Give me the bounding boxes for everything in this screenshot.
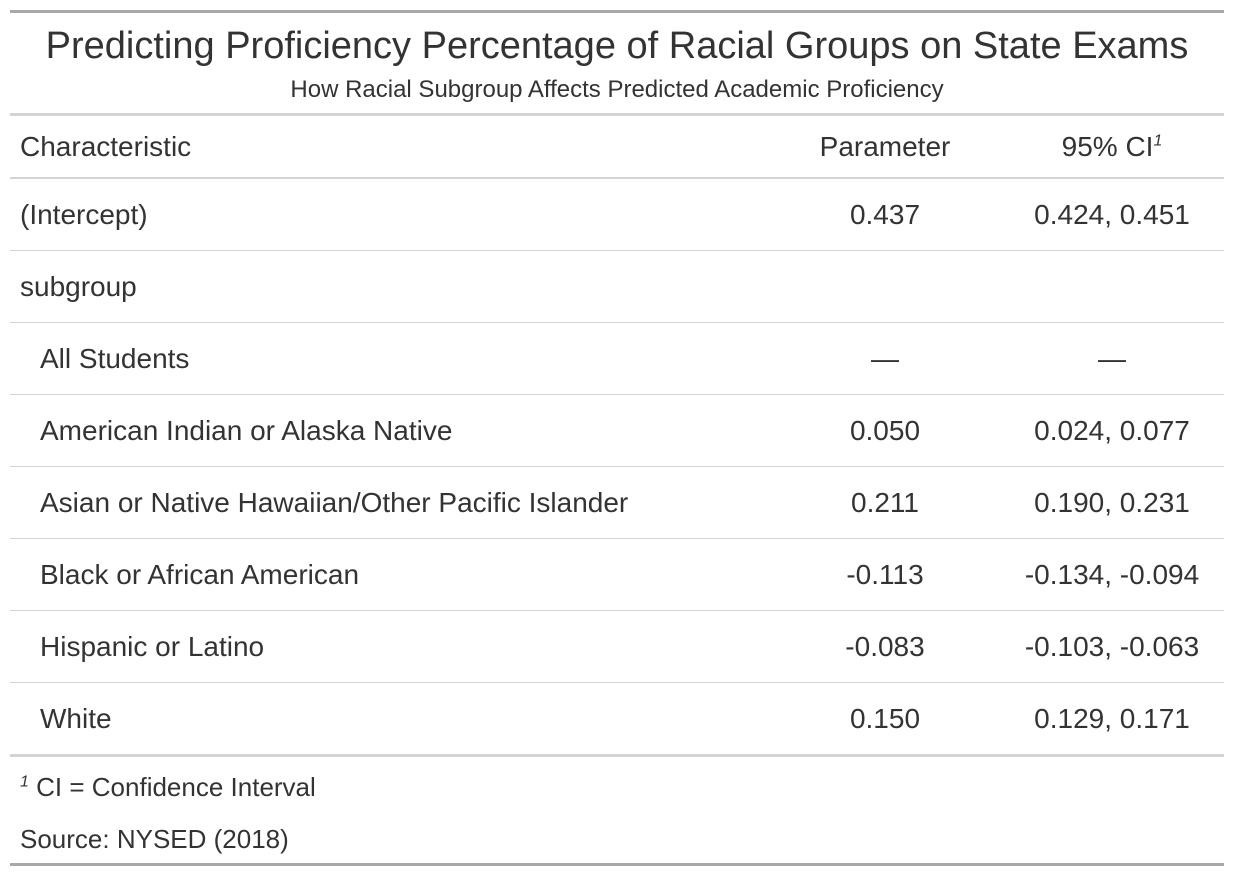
column-header-characteristic: Characteristic [10,116,770,179]
column-header-ci: 95% CI1 [1000,116,1224,179]
regression-table: Predicting Proficiency Percentage of Rac… [10,10,1224,866]
row-ci: 0.024, 0.077 [1000,394,1224,467]
row-ci [1000,250,1224,323]
row-parameter: 0.437 [770,178,1000,251]
table-footnote: 1 CI = Confidence Interval [10,771,1224,803]
row-ci: 0.190, 0.231 [1000,466,1224,539]
row-parameter: 0.211 [770,466,1000,539]
row-ci: — [1000,322,1224,395]
row-parameter: 0.050 [770,394,1000,467]
table-subtitle: How Racial Subgroup Affects Predicted Ac… [290,76,944,103]
top-rule [10,10,1224,13]
footnote-mark: 1 [20,773,29,791]
row-label: American Indian or Alaska Native [10,394,770,467]
row-parameter: 0.150 [770,682,1000,757]
row-parameter: -0.083 [770,610,1000,683]
bottom-rule [10,863,1224,866]
table-title: Predicting Proficiency Percentage of Rac… [45,25,1189,67]
table-row: Black or African American -0.113 -0.134,… [10,538,1224,611]
row-parameter: -0.113 [770,538,1000,611]
results-table: Characteristic Parameter 95% CI1 (Interc… [10,116,1224,757]
table-row: White 0.150 0.129, 0.171 [10,682,1224,757]
row-ci: -0.134, -0.094 [1000,538,1224,611]
row-ci: 0.424, 0.451 [1000,178,1224,251]
table-row: All Students — — [10,322,1224,395]
table-row: subgroup [10,250,1224,323]
column-header-parameter: Parameter [770,116,1000,179]
row-label: White [10,682,770,757]
row-label: Hispanic or Latino [10,610,770,683]
row-parameter: — [770,322,1000,395]
footnote-mark: 1 [1153,132,1163,150]
table-row: American Indian or Alaska Native 0.050 0… [10,394,1224,467]
footnote-text: CI = Confidence Interval [36,772,316,802]
row-ci: 0.129, 0.171 [1000,682,1224,757]
source-note: Source: NYSED (2018) [20,824,289,854]
ci-header-label: 95% CI [1061,130,1154,162]
table-row: Asian or Native Hawaiian/Other Pacific I… [10,466,1224,539]
row-label: Black or African American [10,538,770,611]
row-label: (Intercept) [10,178,770,251]
row-label: Asian or Native Hawaiian/Other Pacific I… [10,466,770,539]
row-label: subgroup [10,250,770,323]
row-parameter [770,250,1000,323]
row-ci: -0.103, -0.063 [1000,610,1224,683]
table-row: Hispanic or Latino -0.083 -0.103, -0.063 [10,610,1224,683]
header-rule [10,113,1224,116]
row-label: All Students [10,322,770,395]
table-row: (Intercept) 0.437 0.424, 0.451 [10,178,1224,251]
column-header-row: Characteristic Parameter 95% CI1 [10,116,1224,179]
